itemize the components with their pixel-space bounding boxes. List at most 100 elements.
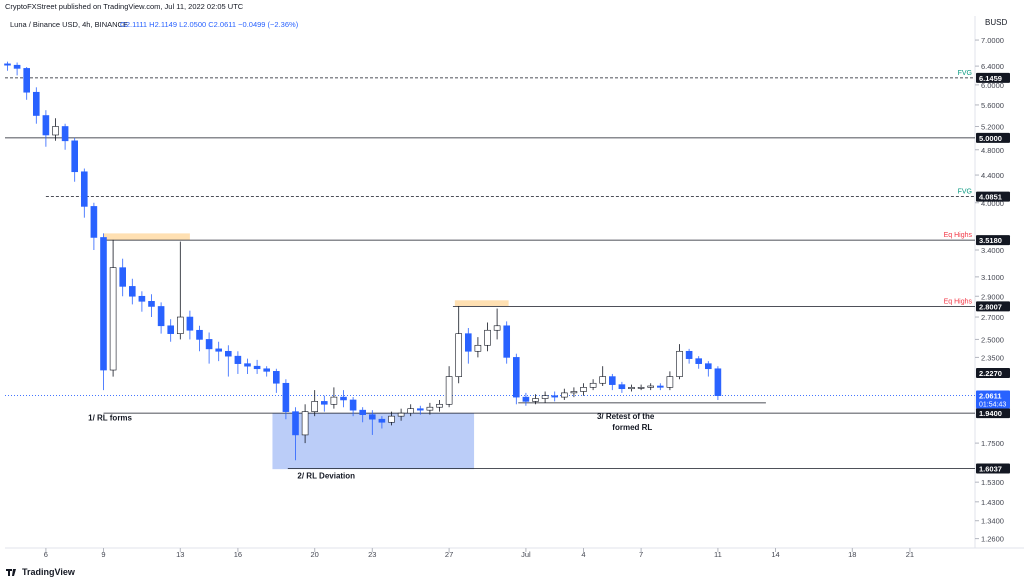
x-tick-label: 14 [771,550,779,559]
candle-body [570,391,578,394]
candle-body [234,355,242,364]
candle-body [71,140,78,173]
y-tick-label: 7.0000 [981,36,1004,45]
candle-body [224,350,232,357]
price-label: 3.5180 [979,236,1002,245]
y-tick-label: 1.4300 [981,498,1004,507]
candle-body [4,63,11,66]
last-price-label: 2.0611 [979,392,1002,401]
x-tick-label: 9 [101,550,105,559]
x-tick-label: 16 [234,550,242,559]
candle-body [561,392,568,398]
price-label-box [976,463,1010,474]
y-tick-label: 2.3500 [981,353,1004,362]
brand-logo [6,569,16,576]
publisher: CryptoFXStreet published on TradingView.… [5,2,244,11]
candle-body [52,126,59,136]
level-note: Eq Highs [944,298,973,305]
price-label: 2.8007 [979,302,1002,311]
price-label-box [976,301,1010,312]
price-label-box [976,191,1010,202]
candle-body [311,401,319,412]
candle-body [666,376,674,388]
candle-body [580,387,587,392]
x-tick-label: 4 [581,550,585,559]
y-tick-label: 5.6000 [981,101,1004,110]
candle-body [417,408,424,411]
brand: TradingView [22,567,76,577]
x-tick-label: 7 [639,550,643,559]
y-tick-label: 3.1000 [981,273,1004,282]
candle-body [705,363,712,370]
y-tick-label: 2.9000 [981,292,1004,301]
candle-body [445,376,453,405]
candle-body [474,344,482,352]
candle-body [167,325,174,334]
candle-body [465,333,472,352]
candle-body [513,357,520,398]
candle-body [493,325,501,331]
x-tick-label: Jul [521,550,531,559]
candle-body [695,358,703,364]
candle-body [119,267,126,287]
price-label-box [976,72,1010,83]
candle-body [244,363,251,367]
candle-body [657,385,664,388]
candle-body [455,333,463,377]
candle-body [330,396,338,405]
candle-body [176,316,184,334]
candle-body [349,399,357,411]
candle-body [340,396,347,401]
candle-body [253,365,261,370]
x-tick-label: 20 [311,550,319,559]
price-label: 1.9400 [979,409,1002,418]
x-tick-label: 23 [368,550,376,559]
candle-body [426,406,434,411]
candle-body [32,91,40,116]
y-tick-label: 1.2600 [981,535,1004,544]
zone [103,233,190,240]
candle-body [484,329,491,346]
candle-body [90,206,98,238]
y-tick-label: 3.4000 [981,246,1004,255]
candle-body [522,396,530,402]
candle-body [100,237,107,371]
candle-body [647,385,655,388]
countdown: 01:54:43 [979,402,1006,409]
candle-body [186,316,194,331]
candle-body [378,418,386,423]
annotation: 3/ Retest of the [597,412,655,421]
candle-body [628,387,635,390]
candle-body [23,68,30,93]
candle-body [388,415,395,423]
x-tick-label: 18 [848,550,856,559]
candle-body [589,382,597,388]
candle-body [618,384,626,390]
candle-body [541,395,549,399]
ohlc: O2.1111 H2.1149 L2.0500 C2.0611 −0.0499 … [120,20,299,29]
candle-body [205,339,213,350]
zone [454,300,509,307]
x-tick-label: 6 [44,550,48,559]
y-tick-label: 1.5300 [981,478,1004,487]
candle-body [599,376,607,384]
candle-body [196,329,203,340]
candle-body [551,395,559,398]
y-tick-label: 1.3400 [981,517,1004,526]
y-tick-label: 2.7000 [981,313,1004,322]
y-tick-label: 6.4000 [981,62,1004,71]
candle-body [609,376,616,385]
candle-body [301,411,309,436]
candle-body [714,368,722,396]
y-tick-label: 5.2000 [981,122,1004,131]
candle-body [273,371,280,384]
candle-body [503,325,511,358]
candle-body [215,348,222,352]
level-note: FVG [958,70,972,77]
candle-body [637,387,645,389]
price-label-box [976,132,1010,143]
candle-body [359,409,367,415]
y-tick-label: 1.7500 [981,439,1004,448]
candle-body [407,408,415,414]
